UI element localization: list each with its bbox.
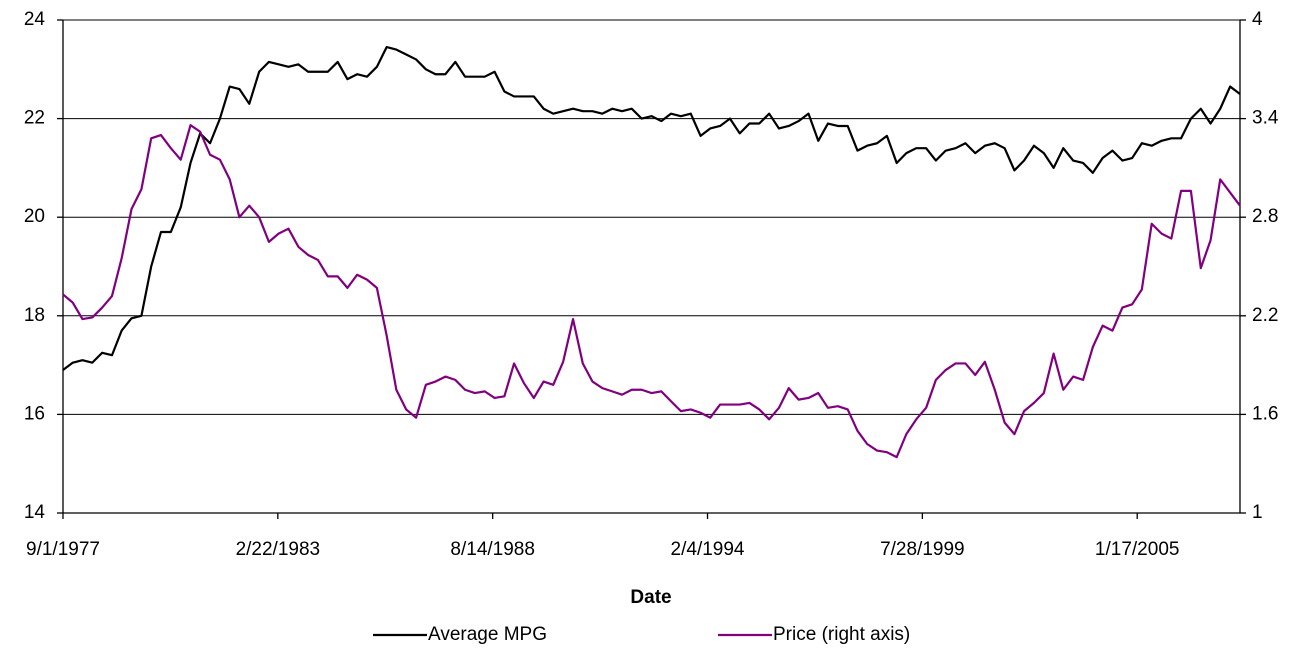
y-tick-label: 22 [24, 108, 45, 129]
legend-label: Price (right axis) [773, 624, 910, 645]
series-line [62, 124, 1241, 459]
x-tick-label: 1/17/2005 [1095, 539, 1180, 560]
y2-tick-label: 3.4 [1252, 108, 1279, 129]
y-tick-label: 16 [24, 403, 45, 424]
y-tick-label: 18 [24, 305, 45, 326]
x-tick-label: 8/14/1988 [450, 539, 535, 560]
x-axis-label: Date [630, 587, 671, 608]
series-line [62, 46, 1241, 371]
y2-tick-label: 2.8 [1252, 206, 1278, 227]
y-tick-label: 24 [24, 9, 46, 30]
x-tick-label: 9/1/1977 [26, 539, 100, 560]
y-tick-label: 20 [24, 206, 45, 227]
legend-label: Average MPG [428, 624, 547, 645]
y2-tick-label: 1.6 [1252, 403, 1278, 424]
y2-tick-label: 4 [1252, 9, 1263, 30]
y-tick-label: 14 [24, 502, 46, 523]
x-tick-label: 2/4/1994 [671, 539, 745, 560]
y2-tick-label: 1 [1252, 502, 1263, 523]
x-tick-label: 7/28/1999 [880, 539, 965, 560]
y2-tick-label: 2.2 [1252, 305, 1278, 326]
x-tick-label: 2/22/1983 [236, 539, 321, 560]
